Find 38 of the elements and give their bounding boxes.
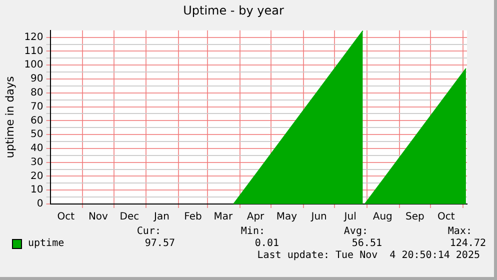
- y-axis-title: uptime in days: [3, 76, 16, 158]
- x-tick-label: Oct: [57, 212, 75, 223]
- y-tick-label: 70: [30, 101, 44, 112]
- x-tick-label: Feb: [184, 212, 202, 223]
- x-tick-label: Jan: [153, 212, 170, 223]
- x-tick-label: Nov: [88, 212, 108, 223]
- y-tick-label: 90: [30, 74, 44, 85]
- text: 56.51: [352, 238, 382, 250]
- y-tick-label: 50: [30, 129, 44, 140]
- y-tick-label: 120: [24, 32, 44, 43]
- y-tick-label: 60: [30, 115, 44, 126]
- chart-title: Uptime - by year: [183, 3, 284, 18]
- x-tick-label: Jul: [343, 212, 356, 223]
- legend-label: uptime: [27, 238, 64, 249]
- y-tick-label: 80: [30, 87, 44, 98]
- text: Cur:: [136, 226, 161, 238]
- x-tick-label: Aug: [372, 212, 392, 223]
- y-tick-label: 20: [30, 170, 44, 182]
- text: 124.72: [450, 238, 486, 250]
- y-tick-label: 10: [30, 184, 44, 196]
- text: 97.57: [144, 238, 175, 250]
- y-tick-label: 40: [30, 143, 44, 154]
- text: 0.01: [254, 238, 279, 250]
- y-tick-label: 0: [36, 198, 44, 210]
- text: Max:: [448, 226, 472, 238]
- x-tick-label: Apr: [246, 212, 266, 223]
- x-tick-label: Dec: [120, 212, 140, 223]
- x-tick-label: Oct: [438, 212, 455, 223]
- text: Avg:: [344, 226, 368, 238]
- x-tick-label: Mar: [214, 212, 234, 223]
- y-tick-label: 110: [24, 46, 44, 57]
- y-tick-label: 30: [30, 156, 44, 168]
- text: Last update: Tue Nov 4 20:50:14 2025: [257, 250, 480, 262]
- x-tick-label: Sep: [405, 212, 424, 223]
- text: Min:: [240, 226, 265, 238]
- x-tick-label: May: [276, 212, 298, 223]
- x-tick-label: Jun: [310, 212, 327, 223]
- y-tick-label: 100: [24, 60, 44, 71]
